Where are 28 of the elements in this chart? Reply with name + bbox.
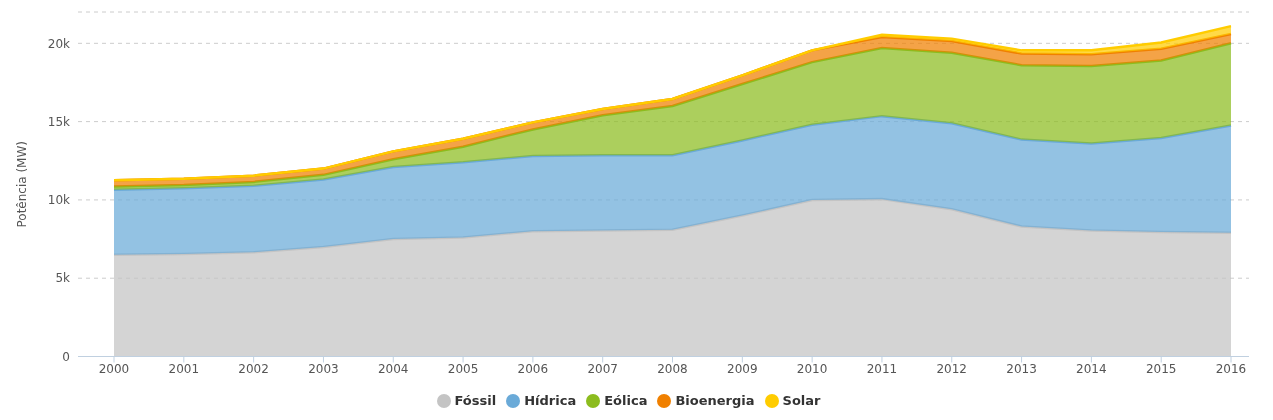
x-tick-label: 2009 [727,362,758,377]
legend-label: Solar [782,392,821,408]
x-tick-label: 2011 [866,362,898,377]
y-tick-label: 20k [47,36,71,51]
legend-label: Bioenergia [675,392,755,408]
x-tick-label: 2005 [447,362,479,377]
x-tick-label: 2007 [587,362,618,377]
legend-label: Fóssil [454,392,497,408]
y-tick-label: 10k [47,193,71,208]
x-tick-label: 2002 [238,362,269,377]
x-tick-label: 2010 [796,362,828,377]
x-tick-label: 2001 [168,362,200,377]
y-tick-label: 5k [55,271,71,286]
x-tick-label: 2008 [657,362,688,377]
x-tick-label: 2004 [377,362,409,377]
x-tick-label: 2015 [1145,362,1177,377]
x-tick-label: 2012 [936,362,968,377]
legend-label: Eólica [604,392,648,408]
x-tick-label: 2013 [1006,362,1037,377]
y-axis-title: Potência (MW) [15,140,30,228]
x-tick-label: 2014 [1076,362,1107,377]
y-tick-label: 0 [62,349,70,364]
x-tick-label: 2006 [517,362,549,377]
legend-label: Hídrica [524,392,577,408]
x-tick-label: 2003 [308,362,339,377]
x-tick-label: 2016 [1215,362,1247,377]
x-tick-label: 2000 [98,362,130,377]
y-tick-label: 15k [47,114,71,129]
